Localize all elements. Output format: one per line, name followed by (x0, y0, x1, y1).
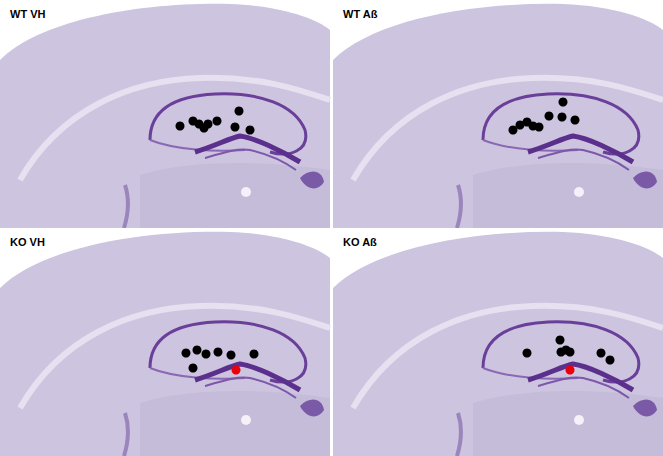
svg-text:WT Aß: WT Aß (343, 8, 378, 20)
svg-text:KO VH: KO VH (10, 236, 45, 248)
svg-text:WT VH: WT VH (10, 8, 45, 20)
svg-text:KO Aß: KO Aß (343, 236, 377, 248)
